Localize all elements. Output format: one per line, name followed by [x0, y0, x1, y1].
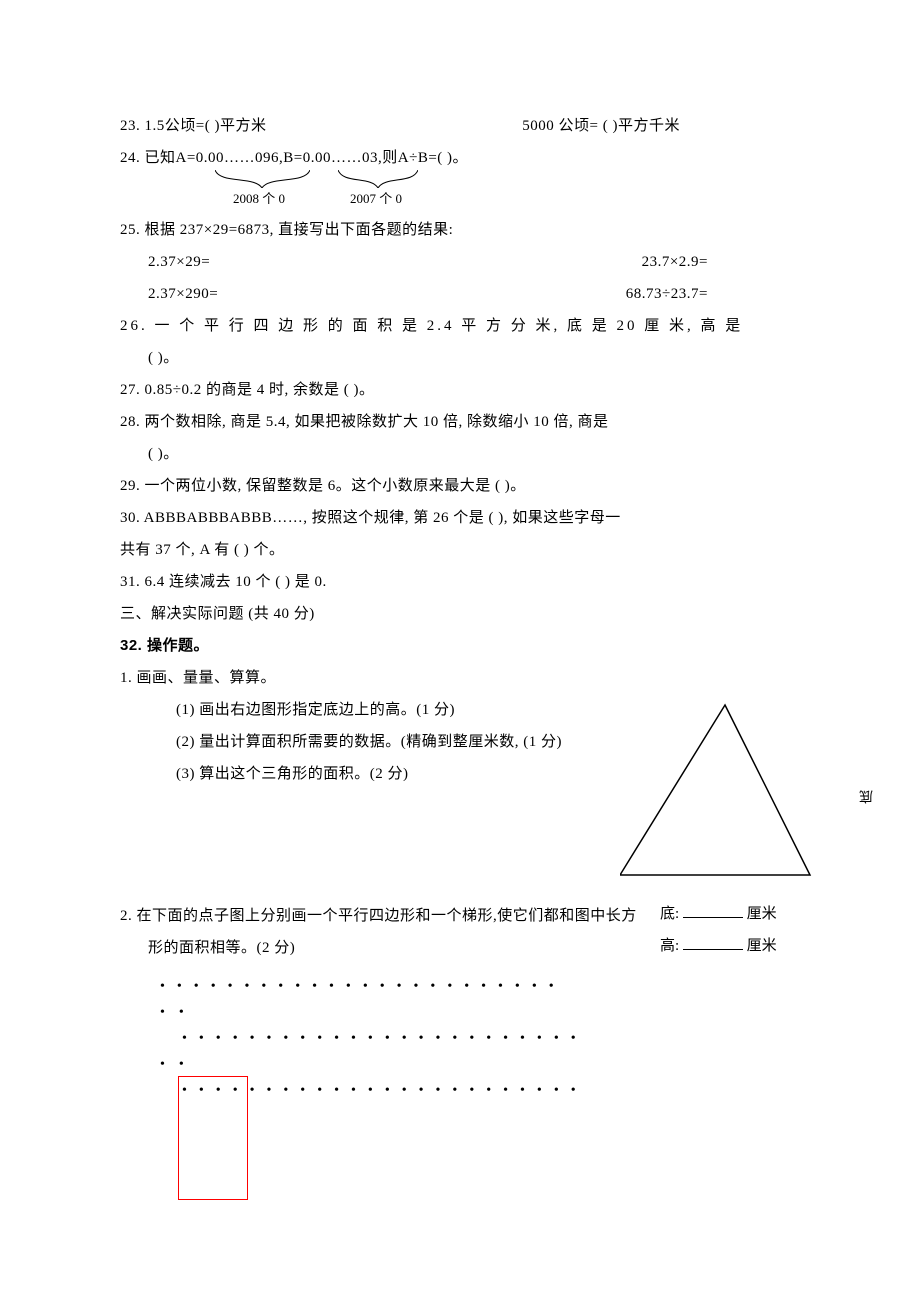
- meas-gao-label: 高:: [660, 938, 683, 954]
- q26-l2: ( )。: [120, 342, 800, 374]
- dot-grid: •••••••••••••••••••••••• •• ••••••••••••…: [120, 974, 800, 1104]
- q29: 29. 一个两位小数, 保留整数是 6。这个小数原来最大是 ( )。: [120, 470, 800, 502]
- brace-2: [338, 170, 418, 188]
- q23-right: 5000 公顷= ( )平方千米: [522, 110, 800, 142]
- triangle-side-label: 底: [858, 790, 878, 804]
- p1-head: 1. 画画、量量、算算。: [120, 662, 800, 694]
- meas-gao-unit: 厘米: [747, 938, 777, 954]
- q25-row2: 2.37×290= 68.73÷23.7=: [120, 278, 828, 310]
- q23-left: 23. 1.5公顷=( )平方米: [120, 110, 266, 142]
- q25-r1r: 23.7×2.9=: [642, 246, 828, 278]
- triangle-svg: [620, 700, 830, 880]
- triangle-figure: 底 底: 厘米 高: 厘米: [620, 700, 860, 962]
- dot-row-1: ••••••••••••••••••••••••: [160, 974, 800, 1000]
- brace-1-label: 2008 个 0: [233, 188, 285, 207]
- q27: 27. 0.85÷0.2 的商是 4 时, 余数是 ( )。: [120, 374, 800, 406]
- q26-l1: 26. 一 个 平 行 四 边 形 的 面 积 是 2.4 平 方 分 米, 底…: [120, 310, 800, 342]
- meas-di-blank: [683, 903, 743, 918]
- q25-r1l: 2.37×29=: [148, 246, 210, 278]
- q28-l2: ( )。: [120, 438, 800, 470]
- q31: 31. 6.4 连续减去 10 个 ( ) 是 0.: [120, 566, 800, 598]
- section3: 三、解决实际问题 (共 40 分): [120, 598, 800, 630]
- measure-lines: 底: 厘米 高: 厘米: [620, 898, 860, 962]
- dot-pair-1: ••: [160, 1000, 800, 1026]
- dot-pair-2: ••: [160, 1052, 800, 1078]
- q28-l1: 28. 两个数相除, 商是 5.4, 如果把被除数扩大 10 倍, 除数缩小 1…: [120, 406, 800, 438]
- q24: 24. 已知A=0.00……096,B=0.00……03,则A÷B=( )。 2…: [120, 142, 800, 214]
- brace-1: [215, 170, 310, 188]
- red-rect: [178, 1076, 248, 1200]
- dot-row-3: ••••••••••••••••••••••••: [160, 1078, 800, 1104]
- q25-row1: 2.37×29= 23.7×2.9=: [120, 246, 828, 278]
- q23: 23. 1.5公顷=( )平方米 5000 公顷= ( )平方千米: [120, 110, 800, 142]
- q30-l2: 共有 37 个, A 有 ( ) 个。: [120, 534, 800, 566]
- brace-2-label: 2007 个 0: [350, 188, 402, 207]
- q25-r2l: 2.37×290=: [148, 278, 218, 310]
- meas-di-label: 底:: [660, 906, 683, 922]
- meas-gao-blank: [683, 935, 743, 950]
- q25-r2r: 68.73÷23.7=: [626, 278, 828, 310]
- q32: 32. 操作题。: [120, 630, 800, 662]
- meas-di-unit: 厘米: [747, 906, 777, 922]
- dot-row-2: ••••••••••••••••••••••••: [160, 1026, 800, 1052]
- q25-head: 25. 根据 237×29=6873, 直接写出下面各题的结果:: [120, 214, 800, 246]
- q30-l1: 30. ABBBABBBABBB……, 按照这个规律, 第 26 个是 ( ),…: [120, 502, 800, 534]
